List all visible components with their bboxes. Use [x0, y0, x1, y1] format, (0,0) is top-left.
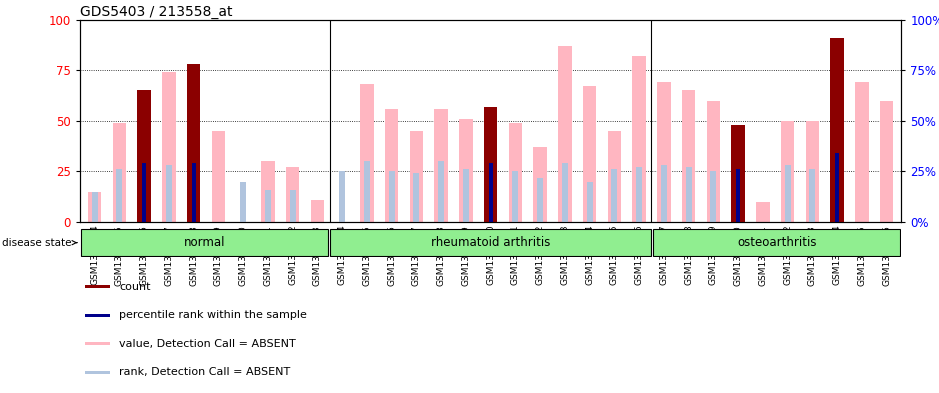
Text: percentile rank within the sample: percentile rank within the sample — [119, 310, 307, 320]
Bar — [211, 131, 225, 222]
Bar — [113, 123, 126, 222]
Bar — [558, 46, 572, 222]
Bar — [92, 192, 98, 222]
Bar — [85, 371, 110, 374]
Bar — [85, 285, 110, 288]
Bar — [756, 202, 770, 222]
Bar — [459, 119, 472, 222]
Bar — [533, 147, 546, 222]
Bar — [389, 171, 394, 222]
Bar — [636, 167, 642, 222]
Bar — [285, 167, 300, 222]
Bar — [654, 229, 901, 256]
Bar — [330, 229, 652, 256]
Bar — [240, 182, 246, 222]
Text: rank, Detection Call = ABSENT: rank, Detection Call = ABSENT — [119, 367, 290, 377]
Text: count: count — [119, 282, 151, 292]
Bar — [710, 171, 716, 222]
Bar — [661, 165, 667, 222]
Bar — [880, 101, 893, 222]
Bar — [736, 169, 740, 222]
Bar — [265, 190, 271, 222]
Bar — [537, 178, 543, 222]
Text: osteoarthritis: osteoarthritis — [737, 236, 817, 249]
Bar — [166, 165, 172, 222]
Bar — [855, 83, 869, 222]
Bar — [785, 165, 791, 222]
Bar — [360, 84, 374, 222]
Bar — [806, 121, 819, 222]
Bar — [809, 169, 815, 222]
Text: GDS5403 / 213558_at: GDS5403 / 213558_at — [80, 5, 232, 18]
Bar — [142, 163, 146, 222]
Bar — [339, 171, 346, 222]
Bar — [85, 342, 110, 345]
Bar — [81, 229, 328, 256]
Bar — [562, 163, 568, 222]
Bar — [187, 64, 200, 222]
Bar — [261, 161, 275, 222]
Bar — [513, 171, 518, 222]
Bar — [463, 169, 469, 222]
Bar — [632, 56, 646, 222]
Bar — [363, 161, 370, 222]
Bar — [830, 38, 844, 222]
Bar — [137, 90, 151, 222]
Bar — [385, 109, 398, 222]
Bar — [409, 131, 423, 222]
Text: value, Detection Call = ABSENT: value, Detection Call = ABSENT — [119, 339, 296, 349]
Bar — [488, 163, 493, 222]
Text: disease state: disease state — [2, 238, 77, 248]
Bar — [781, 121, 794, 222]
Bar — [509, 123, 522, 222]
Bar — [657, 83, 670, 222]
Bar — [706, 101, 720, 222]
Bar — [731, 125, 745, 222]
Bar — [88, 192, 101, 222]
Bar — [439, 161, 444, 222]
Bar — [413, 173, 420, 222]
Bar — [685, 167, 692, 222]
Bar — [162, 72, 176, 222]
Bar — [192, 163, 195, 222]
Bar — [835, 153, 839, 222]
Bar — [289, 190, 296, 222]
Bar — [682, 90, 696, 222]
Bar — [116, 169, 122, 222]
Bar — [311, 200, 324, 222]
Bar — [435, 109, 448, 222]
Bar — [484, 107, 498, 222]
Bar — [587, 182, 593, 222]
Bar — [85, 314, 110, 317]
Bar — [611, 169, 618, 222]
Bar — [608, 131, 622, 222]
Text: rheumatoid arthritis: rheumatoid arthritis — [431, 236, 550, 249]
Bar — [583, 86, 596, 222]
Text: normal: normal — [183, 236, 225, 249]
